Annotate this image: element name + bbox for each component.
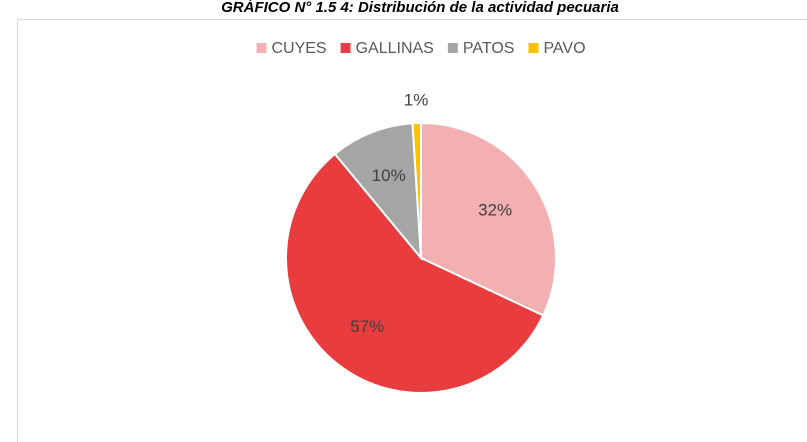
pie-slice [285,152,545,394]
legend-swatch [340,43,351,53]
pie-slice [411,121,422,259]
legend-swatch [256,43,267,53]
legend-swatch [528,43,539,53]
data-label: 32% [478,200,512,219]
legend-swatch [447,43,458,53]
legend-label: CUYES [271,40,326,57]
chart-title: GRÁFICO N° 1.5 4: Distribución de la act… [221,0,619,16]
legend-label: PAVO [543,40,585,57]
pie-slice [420,121,557,317]
legend-label: PATOS [463,40,515,57]
data-label: 57% [350,317,384,336]
data-label: 10% [372,166,406,185]
data-label: 1% [404,91,429,110]
legend-label: GALLINAS [356,40,434,57]
pie-slice [333,122,423,262]
